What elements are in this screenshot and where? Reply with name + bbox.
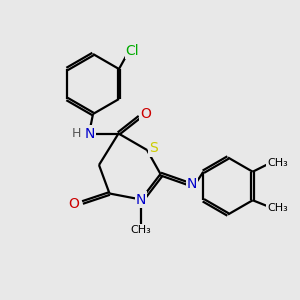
Text: S: S — [149, 142, 158, 155]
Text: CH₃: CH₃ — [267, 158, 288, 168]
Text: H: H — [72, 127, 81, 140]
Text: O: O — [69, 197, 80, 211]
Text: CH₃: CH₃ — [130, 225, 152, 235]
Text: O: O — [140, 107, 151, 121]
Text: N: N — [187, 178, 197, 191]
Text: CH₃: CH₃ — [267, 203, 288, 213]
Text: N: N — [136, 193, 146, 206]
Text: N: N — [85, 127, 95, 140]
Text: Cl: Cl — [126, 44, 139, 58]
